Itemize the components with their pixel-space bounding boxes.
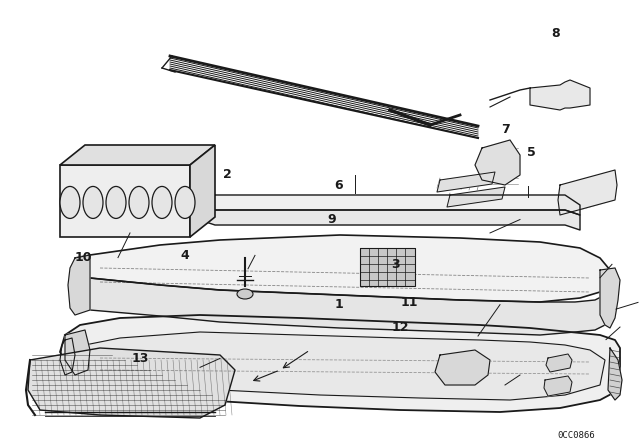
Bar <box>60 165 190 237</box>
Ellipse shape <box>106 186 126 219</box>
Ellipse shape <box>129 186 149 219</box>
Bar <box>360 248 415 286</box>
Ellipse shape <box>152 186 172 219</box>
Polygon shape <box>558 170 617 215</box>
Text: 3: 3 <box>392 258 400 271</box>
Polygon shape <box>435 350 490 385</box>
Polygon shape <box>75 235 610 302</box>
Text: 7: 7 <box>500 123 509 137</box>
Text: 4: 4 <box>180 249 189 262</box>
Text: 5: 5 <box>527 146 536 159</box>
Polygon shape <box>544 376 572 396</box>
Ellipse shape <box>83 186 103 219</box>
Polygon shape <box>75 268 610 335</box>
Ellipse shape <box>60 186 80 219</box>
Polygon shape <box>447 187 505 207</box>
Text: 12: 12 <box>391 320 409 334</box>
Polygon shape <box>28 348 235 418</box>
Polygon shape <box>200 195 580 215</box>
Polygon shape <box>60 145 215 165</box>
Text: 9: 9 <box>328 213 336 226</box>
Polygon shape <box>60 315 620 412</box>
Polygon shape <box>530 80 590 110</box>
Text: 0CC0866: 0CC0866 <box>557 431 595 440</box>
Text: 11: 11 <box>400 296 418 309</box>
Polygon shape <box>437 172 495 192</box>
Text: 8: 8 <box>552 27 560 40</box>
Polygon shape <box>546 354 572 372</box>
Text: 2: 2 <box>223 168 232 181</box>
Polygon shape <box>200 205 580 230</box>
Text: 6: 6 <box>335 179 343 193</box>
Text: 10: 10 <box>74 251 92 264</box>
Polygon shape <box>190 145 215 237</box>
Ellipse shape <box>237 289 253 299</box>
Polygon shape <box>85 332 605 400</box>
Polygon shape <box>65 330 90 375</box>
Polygon shape <box>600 268 620 328</box>
Text: 1: 1 <box>335 298 344 311</box>
Polygon shape <box>475 140 520 185</box>
Polygon shape <box>608 348 622 400</box>
Polygon shape <box>68 255 90 315</box>
Text: 13: 13 <box>131 352 148 365</box>
Ellipse shape <box>175 186 195 219</box>
